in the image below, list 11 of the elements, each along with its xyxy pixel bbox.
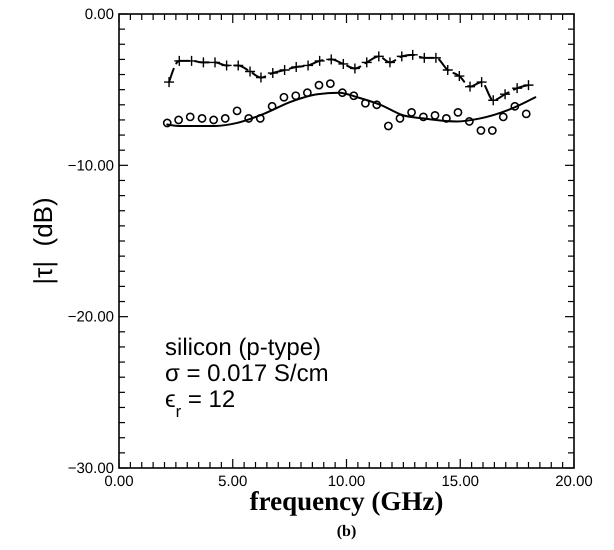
text: (b) [336,523,356,540]
annotation: σ = 0.017 S/cm [165,360,329,387]
y-tick-label: 0.00 [84,6,114,23]
x-tick-label: 5.00 [218,473,248,490]
y-tick-label: −20.00 [68,308,114,326]
x-tick-label: 15.00 [441,473,480,490]
y-tick-label: −10.00 [68,157,114,174]
annotation: ϵ$_{r}$ = 12 [165,386,236,420]
annotation: silicon (p-type) [165,334,322,361]
y-axis-title: |τ| (dB) [28,197,58,285]
x-tick-label: 20.00 [555,473,593,490]
